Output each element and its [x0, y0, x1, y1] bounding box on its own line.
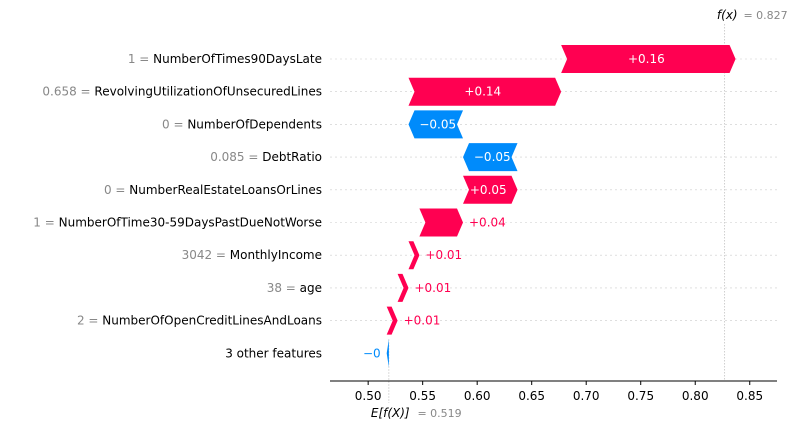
bar-3 other features	[386, 339, 389, 368]
bar-value-label: −0.05	[419, 117, 456, 131]
bar-NumberRealEstateLoansOrLines	[463, 175, 518, 204]
feature-value: 3042 =	[182, 248, 230, 262]
feature-name: 3 other features	[225, 346, 322, 360]
bar-MonthlyIncome	[408, 241, 420, 270]
feature-value: 0 =	[104, 183, 129, 197]
x-tick-label: 0.85	[736, 389, 763, 403]
bar-value-label: +0.01	[404, 314, 441, 328]
x-tick-label: 0.55	[409, 389, 436, 403]
output-value-label: f(x) = 0.827	[717, 8, 788, 22]
feature-label: 0.085 = DebtRatio	[210, 150, 322, 164]
feature-name: NumberOfDependents	[187, 117, 322, 131]
x-tick-label: 0.80	[682, 389, 709, 403]
bar-age	[397, 273, 409, 302]
grid-lines	[330, 24, 777, 403]
bar-DebtRatio	[463, 143, 518, 172]
feature-value: 2 =	[77, 314, 102, 328]
feature-value: 0.658 =	[42, 85, 94, 99]
feature-name: age	[300, 281, 322, 295]
base-value-label: E[f(X)] = 0.519	[371, 406, 462, 420]
feature-value: 1 =	[33, 216, 58, 230]
feature-label: 3 other features	[225, 346, 322, 360]
x-tick-label: 0.70	[573, 389, 600, 403]
bar-value-label: +0.05	[470, 183, 507, 197]
feature-label: 1 = NumberOfTimes90DaysLate	[128, 52, 322, 66]
bar-value-label: −0.05	[474, 150, 511, 164]
x-tick-label: 0.65	[518, 389, 545, 403]
x-axis: 0.50 0.55 0.60 0.65 0.70 0.75 0.80 0.85	[330, 380, 777, 403]
bar-value-label: −0	[363, 346, 381, 360]
bar-value-label: +0.16	[628, 52, 665, 66]
feature-name: MonthlyIncome	[230, 248, 322, 262]
feature-label: 3042 = MonthlyIncome	[182, 248, 322, 262]
feature-label: 38 = age	[267, 281, 322, 295]
base-label: E[f(X)]	[371, 406, 410, 420]
output-label: f(x)	[717, 8, 738, 22]
base-value-text: = 0.519	[417, 407, 461, 420]
feature-name: RevolvingUtilizationOfUnsecuredLines	[94, 85, 322, 99]
feature-name: NumberOfTimes90DaysLate	[153, 52, 322, 66]
bar-value-label: +0.14	[464, 85, 501, 99]
feature-value: 0 =	[162, 117, 187, 131]
bar-value-label: +0.04	[469, 216, 506, 230]
bars: −0 +0.01 +0.01 +0.01 +0.04 +0.05 −0.05 −0.05 +0.…	[363, 45, 736, 368]
feature-labels: 3 other features 2 = NumberOfOpenCreditLi…	[33, 52, 322, 360]
feature-label: 0.658 = RevolvingUtilizationOfUnsecuredL…	[42, 85, 322, 99]
feature-label: 2 = NumberOfOpenCreditLinesAndLoans	[77, 314, 322, 328]
x-tick-label: 0.75	[627, 389, 654, 403]
x-tick-label: 0.50	[355, 389, 382, 403]
x-tick-label: 0.60	[464, 389, 491, 403]
output-value-text: = 0.827	[743, 9, 787, 22]
bar-NumberOfOpenCreditLinesAndLoans	[386, 306, 398, 335]
feature-value: 38 =	[267, 281, 300, 295]
bar-value-label: +0.01	[425, 248, 462, 262]
feature-label: 0 = NumberRealEstateLoansOrLines	[104, 183, 322, 197]
feature-value: 0.085 =	[210, 150, 262, 164]
bar-RevolvingUtilizationOfUnsecuredLines	[408, 77, 562, 106]
feature-name: NumberOfOpenCreditLinesAndLoans	[102, 314, 322, 328]
bar-value-label: +0.01	[414, 281, 451, 295]
feature-label: 1 = NumberOfTime30-59DaysPastDueNotWorse	[33, 216, 322, 230]
bar-NumberOfTime30-59DaysPastDueNotWorse	[419, 208, 464, 237]
bar-NumberOfDependents	[408, 110, 464, 139]
bar-NumberOfTimes90DaysLate	[561, 45, 736, 73]
feature-label: 0 = NumberOfDependents	[162, 117, 322, 131]
feature-name: NumberRealEstateLoansOrLines	[129, 183, 322, 197]
feature-name: NumberOfTime30-59DaysPastDueNotWorse	[59, 216, 322, 230]
feature-value: 1 =	[128, 52, 153, 66]
feature-name: DebtRatio	[262, 150, 322, 164]
